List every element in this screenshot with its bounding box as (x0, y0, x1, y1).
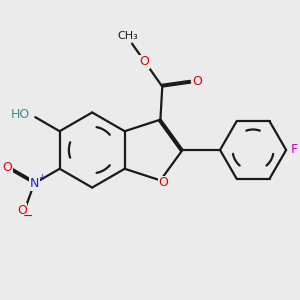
Text: F: F (291, 143, 298, 157)
Text: O: O (192, 76, 202, 88)
Text: O: O (140, 56, 149, 68)
Text: HO: HO (11, 108, 30, 121)
Text: O: O (17, 204, 27, 217)
Text: +: + (38, 173, 45, 182)
Text: O: O (159, 176, 169, 190)
Text: O: O (2, 161, 12, 174)
Text: N: N (30, 177, 39, 190)
Text: −: − (23, 209, 34, 223)
Text: CH₃: CH₃ (118, 32, 138, 41)
